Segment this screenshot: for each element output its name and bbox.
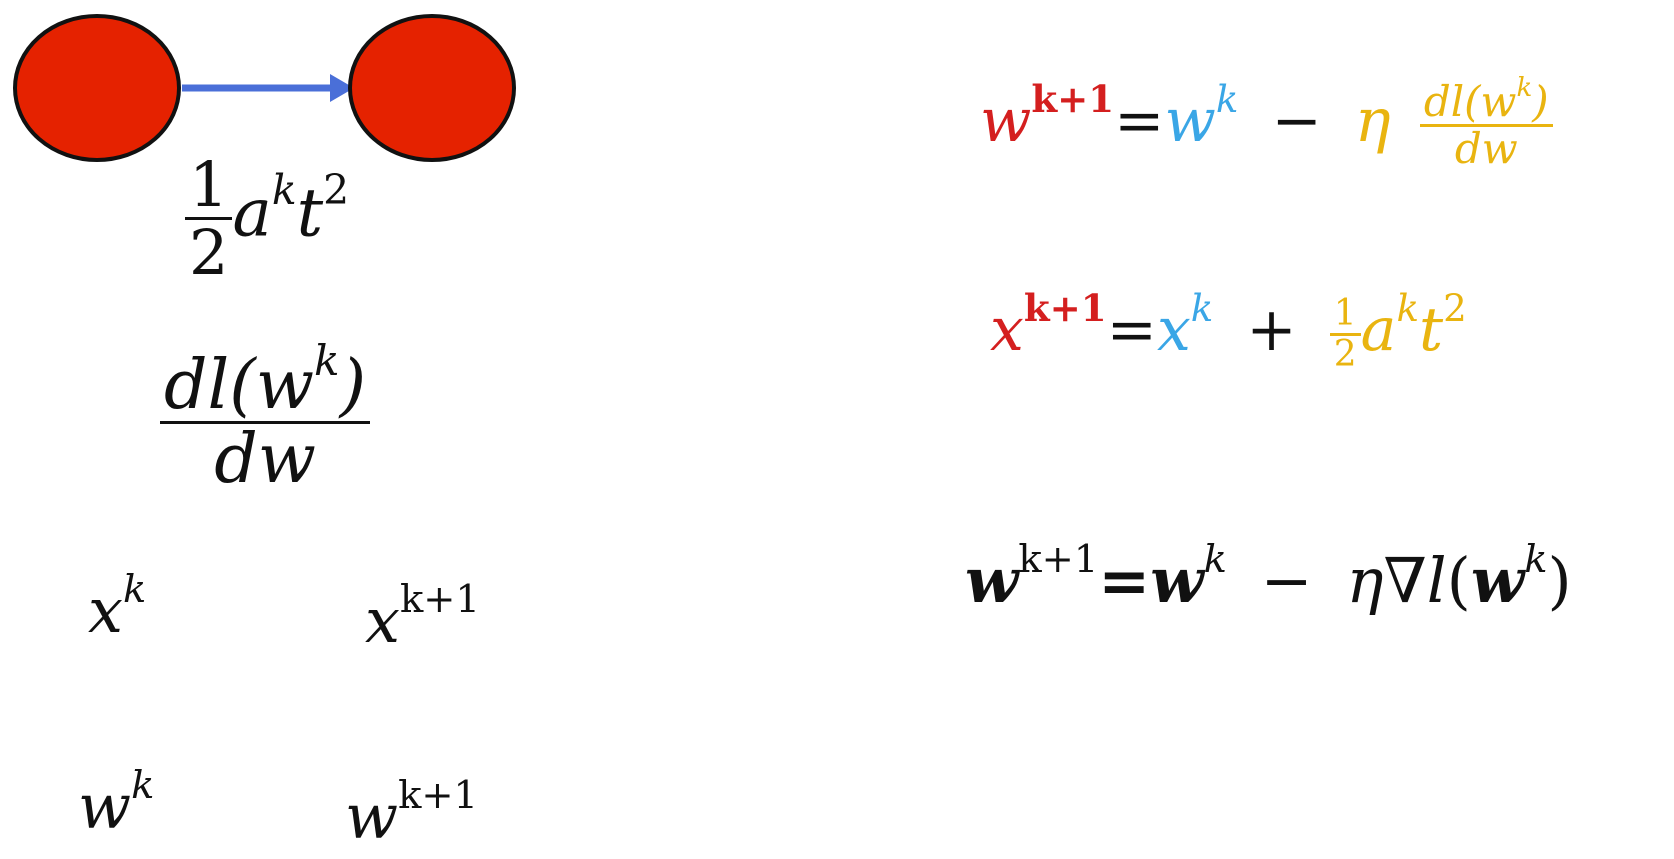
- node-right: [348, 14, 516, 162]
- arrow-head: [330, 74, 354, 102]
- half-fraction: 1 2: [185, 152, 233, 285]
- node-left: [13, 14, 181, 162]
- x-k-plus-1-label: xk+1: [365, 577, 480, 657]
- position-update-equation: xk+1=xk + 1 2 akt2: [990, 285, 1467, 375]
- w-k-plus-1-label: wk+1: [345, 773, 478, 853]
- w-k-label: wk: [78, 763, 155, 843]
- gradient-fraction: dl(wk) dw: [160, 338, 371, 496]
- node-diagram: [13, 14, 516, 162]
- vector-gradient-equation: wk+1=wk − η∇l(wk): [965, 537, 1572, 617]
- x-k-label: xk: [88, 567, 147, 647]
- half-a-t-squared: 1 2 akt2: [185, 152, 349, 285]
- gradient-descent-equation: wk+1=wk − η dl(wk) dw: [980, 74, 1553, 171]
